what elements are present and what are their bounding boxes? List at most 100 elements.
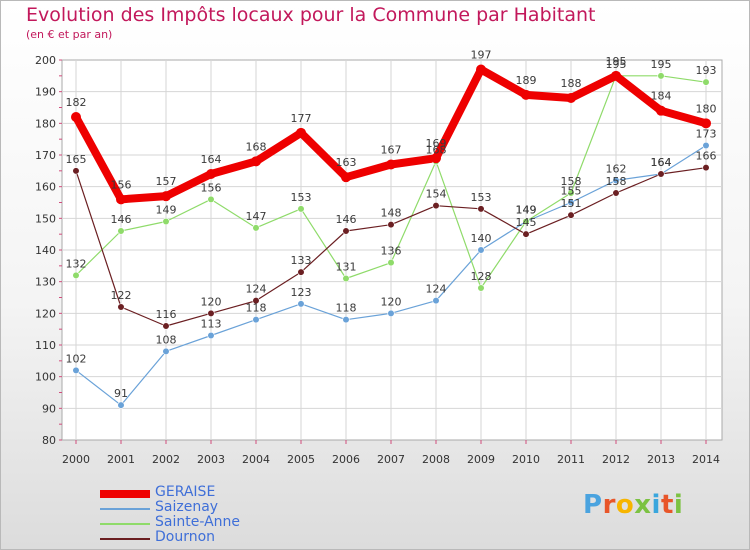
y-tick-label: 90 (42, 402, 56, 415)
legend-label-sainte-anne: Sainte-Anne (155, 514, 241, 530)
data-point-geraise (611, 70, 621, 81)
x-tick-label: 2014 (692, 453, 720, 466)
data-label-geraise: 167 (381, 144, 402, 157)
data-label-sainte-anne: 156 (201, 181, 222, 194)
data-point-saizenay (432, 297, 440, 305)
legend-swatch-sainte-anne (100, 522, 150, 525)
data-label-saizenay: 108 (156, 333, 177, 346)
chart-title: Evolution des Impôts locaux pour la Comm… (26, 4, 596, 26)
data-point-geraise (116, 194, 126, 205)
data-point-sainte-anne (207, 195, 215, 203)
x-tick-label: 2009 (467, 453, 495, 466)
grid-lines (62, 60, 722, 440)
data-point-saizenay (207, 331, 215, 340)
data-label-sainte-anne: 153 (291, 191, 312, 204)
x-tick-label: 2004 (242, 453, 270, 466)
data-label-geraise: 164 (201, 153, 222, 166)
legend-label-dournon: Dournon (155, 529, 216, 545)
data-label-saizenay: 140 (471, 232, 492, 245)
data-point-dournon (387, 221, 395, 229)
y-tick-label: 100 (35, 371, 56, 384)
legend-item-dournon: Dournon (100, 529, 300, 546)
data-label-geraise: 184 (651, 90, 672, 103)
data-point-sainte-anne (702, 78, 710, 86)
data-point-sainte-anne (567, 189, 575, 197)
legend: GERAISE Saizenay Sainte-Anne Dournon (100, 484, 300, 546)
series-points (71, 64, 711, 409)
logo-letter: x (634, 490, 652, 520)
data-point-geraise (386, 159, 396, 170)
data-point-geraise (161, 191, 171, 202)
data-point-saizenay (252, 316, 260, 324)
data-point-saizenay (387, 309, 395, 317)
data-label-sainte-anne: 195 (606, 58, 627, 71)
data-point-dournon (522, 230, 530, 238)
legend-swatch-dournon (100, 537, 150, 540)
data-point-dournon (117, 303, 125, 311)
data-label-saizenay: 113 (201, 318, 222, 331)
legend-swatch-saizenay (100, 507, 150, 510)
y-tick-label: 150 (35, 212, 56, 225)
y-tick-label: 180 (35, 117, 56, 130)
data-label-saizenay: 123 (291, 286, 312, 299)
logo-letter: i (651, 490, 661, 520)
data-label-saizenay: 118 (246, 302, 267, 315)
y-tick-label: 80 (42, 434, 56, 447)
data-label-sainte-anne: 146 (111, 213, 132, 226)
data-label-dournon: 116 (156, 308, 177, 321)
data-label-geraise: 168 (246, 140, 267, 153)
y-tick-label: 190 (35, 86, 56, 99)
legend-swatch-geraise (100, 489, 150, 498)
data-point-geraise (521, 89, 531, 100)
data-point-geraise (206, 169, 216, 179)
data-label-saizenay: 91 (114, 387, 128, 400)
data-label-saizenay: 173 (696, 128, 717, 141)
data-label-geraise: 169 (426, 137, 447, 150)
x-tick-label: 2007 (377, 453, 405, 466)
data-label-geraise: 180 (696, 102, 717, 115)
data-label-dournon: 166 (696, 150, 717, 163)
data-label-dournon: 120 (201, 295, 222, 308)
data-label-saizenay: 120 (381, 295, 402, 308)
data-point-dournon (207, 309, 215, 317)
data-label-dournon: 145 (516, 216, 537, 229)
legend-label-geraise: GERAISE (155, 484, 216, 500)
x-tick-label: 2012 (602, 453, 630, 466)
data-point-dournon (477, 205, 485, 213)
data-point-geraise (341, 172, 351, 183)
data-label-dournon: 165 (66, 153, 87, 166)
data-point-sainte-anne (477, 284, 485, 292)
data-label-saizenay: 124 (426, 283, 447, 296)
data-point-sainte-anne (342, 274, 350, 283)
data-point-geraise (476, 64, 486, 75)
data-label-sainte-anne: 195 (651, 58, 672, 71)
data-point-dournon (702, 164, 710, 172)
data-label-dournon: 158 (606, 175, 627, 188)
data-point-geraise (71, 112, 81, 122)
data-point-dournon (72, 167, 80, 175)
data-point-sainte-anne (522, 217, 530, 226)
data-label-sainte-anne: 158 (561, 175, 582, 188)
data-point-sainte-anne (657, 72, 665, 80)
x-tick-label: 2005 (287, 453, 315, 466)
data-point-dournon (297, 268, 305, 276)
x-tick-label: 2003 (197, 453, 225, 466)
data-label-geraise: 163 (336, 156, 357, 169)
data-label-geraise: 157 (156, 175, 177, 188)
data-point-dournon (567, 211, 575, 219)
data-label-dournon: 154 (426, 188, 447, 201)
data-point-saizenay (477, 246, 485, 254)
data-point-dournon (657, 170, 665, 178)
data-label-dournon: 122 (111, 289, 132, 302)
data-point-dournon (612, 189, 620, 197)
data-label-saizenay: 164 (651, 156, 672, 169)
y-tick-label: 160 (35, 181, 56, 194)
logo-letter: i (673, 490, 684, 520)
x-tick-label: 2000 (62, 453, 90, 466)
data-label-saizenay: 155 (561, 185, 582, 198)
data-label-sainte-anne: 131 (336, 261, 357, 274)
x-tick-label: 2006 (332, 453, 360, 466)
legend-item-geraise: GERAISE (100, 484, 300, 501)
data-point-saizenay (297, 300, 305, 308)
data-label-dournon: 153 (471, 191, 492, 204)
